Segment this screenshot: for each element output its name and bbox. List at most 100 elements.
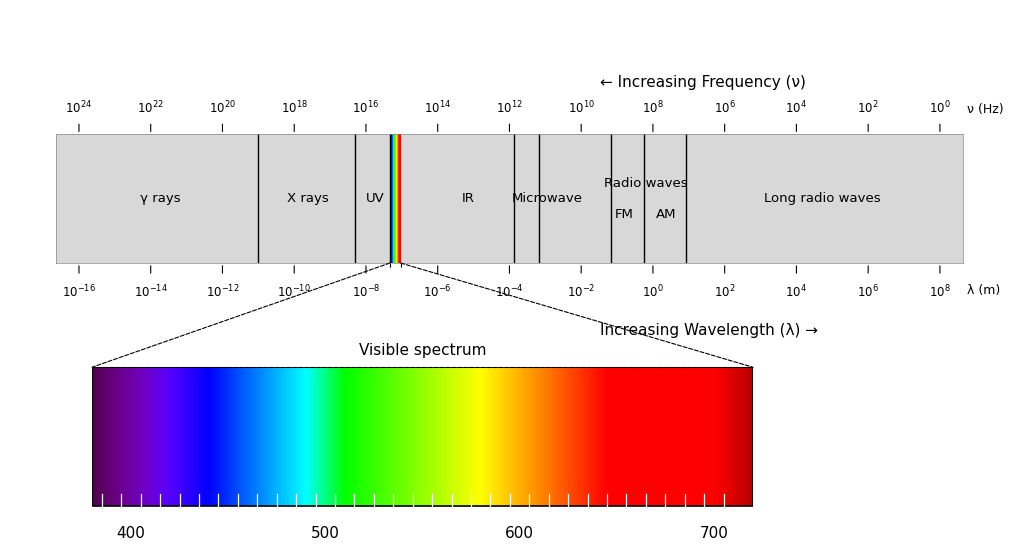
Bar <box>590 367 592 506</box>
Bar <box>421 367 422 506</box>
Bar <box>571 367 573 506</box>
Text: $10^{-4}$: $10^{-4}$ <box>495 284 524 300</box>
Bar <box>489 367 492 506</box>
Bar <box>709 367 711 506</box>
Bar <box>474 367 475 506</box>
Bar <box>209 367 210 506</box>
Bar <box>384 367 385 506</box>
Bar <box>271 367 273 506</box>
Bar <box>375 367 376 506</box>
Bar <box>291 367 292 506</box>
Bar <box>655 367 656 506</box>
Bar <box>194 367 196 506</box>
Bar <box>394 367 396 506</box>
Bar <box>544 367 545 506</box>
Bar <box>497 367 498 506</box>
Bar <box>616 367 617 506</box>
Bar <box>162 367 164 506</box>
Bar <box>640 367 642 506</box>
Bar <box>182 367 183 506</box>
Bar <box>265 367 266 506</box>
Bar <box>155 367 156 506</box>
Bar <box>520 367 521 506</box>
Bar <box>727 367 729 506</box>
Bar <box>671 367 672 506</box>
Bar <box>321 367 322 506</box>
Bar <box>98 367 100 506</box>
Bar <box>335 367 337 506</box>
Text: $10^{14}$: $10^{14}$ <box>424 100 452 116</box>
Bar <box>608 367 610 506</box>
Bar <box>649 367 651 506</box>
Bar <box>191 367 193 506</box>
Bar <box>738 367 739 506</box>
Bar <box>539 367 540 506</box>
Bar <box>473 367 474 506</box>
Bar <box>470 367 471 506</box>
Bar <box>196 367 197 506</box>
Bar <box>93 367 95 506</box>
Bar <box>415 367 416 506</box>
Bar <box>177 367 178 506</box>
Bar <box>502 367 503 506</box>
Bar <box>503 367 504 506</box>
Bar <box>153 367 155 506</box>
Bar <box>495 367 497 506</box>
Bar <box>516 367 517 506</box>
Bar <box>662 367 663 506</box>
Bar <box>717 367 718 506</box>
Bar <box>316 367 318 506</box>
Bar <box>594 367 595 506</box>
Bar <box>407 367 408 506</box>
Bar <box>325 367 326 506</box>
Bar <box>729 367 730 506</box>
Bar <box>439 367 441 506</box>
Bar <box>744 367 746 506</box>
Bar <box>165 367 166 506</box>
Bar <box>428 367 429 506</box>
Bar <box>156 367 157 506</box>
Bar <box>311 367 312 506</box>
Bar <box>216 367 218 506</box>
Bar <box>141 367 142 506</box>
Bar <box>223 367 224 506</box>
Bar <box>379 367 380 506</box>
Bar <box>239 367 240 506</box>
Bar <box>601 367 602 506</box>
Bar <box>697 367 698 506</box>
Bar <box>612 367 614 506</box>
Bar <box>702 367 703 506</box>
Bar <box>547 367 548 506</box>
Bar <box>92 367 93 506</box>
Bar <box>207 367 209 506</box>
Bar <box>211 367 212 506</box>
Bar <box>362 367 365 506</box>
Bar <box>647 367 648 506</box>
Bar <box>670 367 671 506</box>
Bar <box>636 367 638 506</box>
Bar <box>483 367 484 506</box>
Bar <box>108 367 110 506</box>
Bar <box>597 367 598 506</box>
Bar <box>734 367 735 506</box>
Bar <box>584 367 585 506</box>
Text: $10^{-2}$: $10^{-2}$ <box>567 284 595 300</box>
Bar <box>121 367 123 506</box>
Bar <box>720 367 721 506</box>
Bar <box>675 367 676 506</box>
Bar <box>686 367 688 506</box>
Bar <box>403 367 406 506</box>
Bar <box>350 367 351 506</box>
Bar <box>417 367 419 506</box>
Bar <box>487 367 488 506</box>
Bar <box>300 367 301 506</box>
Bar <box>665 367 666 506</box>
Text: Visible spectrum: Visible spectrum <box>358 343 486 358</box>
Text: $10^{0}$: $10^{0}$ <box>642 284 664 300</box>
Bar <box>724 367 725 506</box>
Bar <box>342 367 343 506</box>
Bar <box>529 367 530 506</box>
Bar <box>232 367 233 506</box>
Text: $10^{0}$: $10^{0}$ <box>929 100 950 116</box>
Bar <box>334 367 335 506</box>
